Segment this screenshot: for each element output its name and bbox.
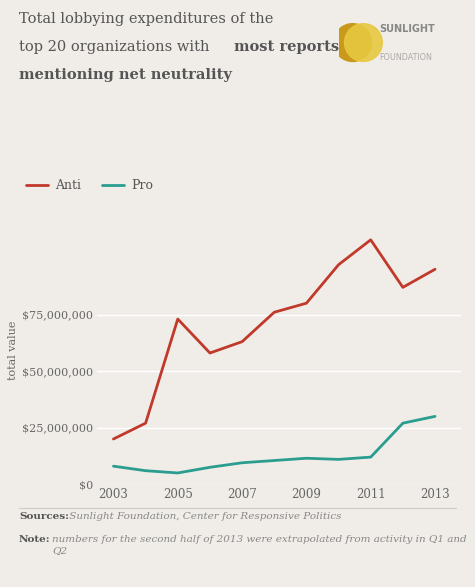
Text: top 20 organizations with: top 20 organizations with	[19, 40, 214, 54]
Circle shape	[344, 23, 382, 62]
Text: most reports: most reports	[234, 40, 339, 54]
Y-axis label: total value: total value	[8, 321, 18, 380]
Text: SUNLIGHT: SUNLIGHT	[380, 24, 436, 34]
Text: numbers for the second half of 2013 were extrapolated from activity in Q1 and Q2: numbers for the second half of 2013 were…	[52, 535, 467, 555]
Text: Note:: Note:	[19, 535, 51, 544]
Circle shape	[334, 23, 371, 62]
Text: Anti: Anti	[55, 179, 81, 192]
Text: Pro: Pro	[131, 179, 153, 192]
Text: FOUNDATION: FOUNDATION	[380, 53, 433, 62]
Text: mentioning net neutrality: mentioning net neutrality	[19, 68, 232, 82]
Text: Sunlight Foundation, Center for Responsive Politics: Sunlight Foundation, Center for Responsi…	[66, 512, 341, 521]
Text: Total lobbying expenditures of the: Total lobbying expenditures of the	[19, 12, 274, 26]
Text: Sources:: Sources:	[19, 512, 69, 521]
